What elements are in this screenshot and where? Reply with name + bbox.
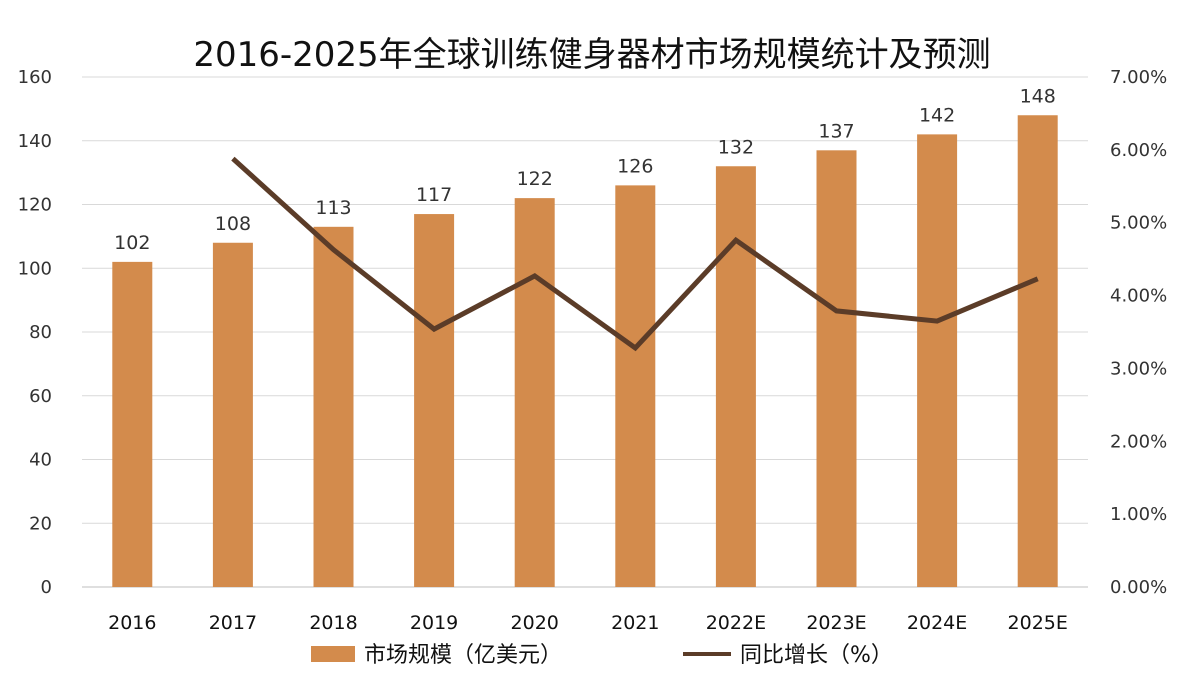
bar [1017, 115, 1058, 587]
y-left-tick-label: 20 [29, 513, 52, 534]
y-right-tick-label: 6.00% [1110, 140, 1167, 161]
y-left-tick-label: 40 [29, 450, 52, 471]
bar [816, 150, 857, 587]
legend-bar-label: 市场规模（亿美元） [364, 643, 562, 668]
y-right-tick-label: 1.00% [1110, 504, 1167, 525]
x-tick-label: 2018 [309, 612, 357, 634]
bar-data-label: 102 [114, 232, 150, 254]
bar-data-label: 132 [718, 136, 754, 158]
bar [313, 226, 354, 587]
bar-data-label: 142 [919, 104, 955, 126]
y-left-tick-label: 60 [29, 386, 52, 407]
bar [715, 166, 756, 587]
x-tick-label: 2025E [1008, 612, 1068, 634]
x-tick-label: 2022E [706, 612, 766, 634]
bar-series [112, 115, 1058, 587]
y-right-tick-label: 5.00% [1110, 213, 1167, 234]
x-tick-label: 2020 [511, 612, 559, 634]
bar [514, 198, 555, 587]
legend-line-label: 同比增长（%） [740, 643, 893, 668]
chart-title: 2016-2025年全球训练健身器材市场规模统计及预测 [193, 35, 990, 75]
bar-data-label: 108 [215, 213, 251, 235]
legend-bar-swatch [311, 646, 355, 662]
x-tick-label: 2016 [108, 612, 156, 634]
chart-text: 0 20 40 60 80 100 120 140 160 0.00% 1.00% 2.00% 3.00… [18, 67, 1168, 634]
y-right-tick-label: 7.00% [1110, 67, 1167, 88]
y-left-tick-label: 140 [18, 131, 52, 152]
bar-data-label: 148 [1020, 85, 1056, 107]
bar-data-label: 126 [617, 155, 653, 177]
x-tick-label: 2024E [907, 612, 967, 634]
bar-data-label: 117 [416, 184, 452, 206]
y-right-tick-label: 3.00% [1110, 358, 1167, 379]
y-right-tick-label: 4.00% [1110, 286, 1167, 307]
x-tick-label: 2019 [410, 612, 458, 634]
bar-data-label: 122 [517, 168, 553, 190]
y-left-tick-label: 80 [29, 322, 52, 343]
bar [414, 214, 455, 587]
bar [212, 242, 253, 587]
x-tick-label: 2017 [209, 612, 257, 634]
legend: 市场规模（亿美元） 同比增长（%） [311, 643, 893, 668]
bar [112, 261, 153, 587]
bar-data-label: 137 [818, 120, 854, 142]
line-series [231, 156, 1039, 352]
bar [615, 185, 656, 587]
bar-data-label: 113 [315, 197, 351, 219]
x-tick-label: 2023E [806, 612, 866, 634]
bar [917, 134, 958, 587]
y-left-tick-label: 100 [18, 258, 52, 279]
y-right-tick-label: 2.00% [1110, 431, 1167, 452]
y-left-tick-label: 0 [41, 577, 52, 598]
y-right-tick-label: 0.00% [1110, 577, 1167, 598]
y-left-tick-label: 160 [18, 67, 52, 88]
y-left-tick-label: 120 [18, 195, 52, 216]
growth-line [231, 156, 1039, 352]
x-tick-label: 2021 [611, 612, 659, 634]
